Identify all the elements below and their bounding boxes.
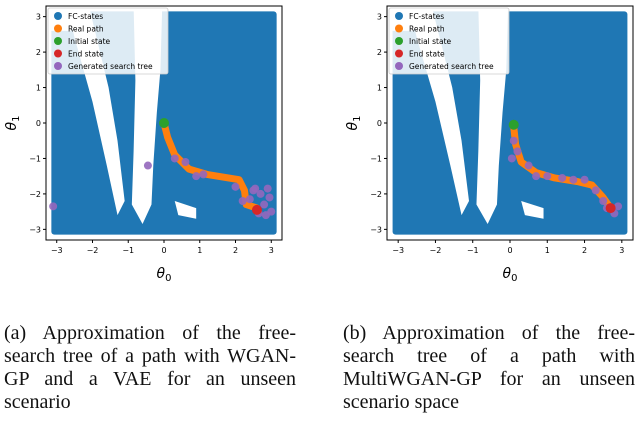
search-tree-point <box>524 161 533 170</box>
x-tick-label: 0 <box>161 246 166 255</box>
y-tick-label: −3 <box>370 225 382 234</box>
legend-marker <box>395 12 403 20</box>
legend-marker <box>54 49 62 58</box>
search-tree-point <box>260 200 269 209</box>
legend-marker <box>395 62 403 70</box>
x-tick-label: 0 <box>507 246 512 255</box>
y-tick-label: 3 <box>36 13 41 22</box>
initial-state-point <box>159 118 169 128</box>
chart-panel-b: −3 −2 −1 0 1 2 3 3 2 1 0 −1 −2 −3 θ0 θ1 FC-states Real pa… <box>345 5 634 284</box>
search-tree-point <box>170 154 179 163</box>
search-tree-point <box>231 182 240 191</box>
x-tick-label: 2 <box>233 246 238 255</box>
initial-state-point <box>508 119 519 130</box>
legend-label: Real path <box>68 25 104 34</box>
end-state-point <box>605 203 616 214</box>
legend-label: Generated search tree <box>409 62 494 71</box>
y-tick-label: 1 <box>377 84 382 93</box>
x-axis-label: θ0 <box>157 266 172 284</box>
caption-a: (a) Approximation of the free-search tre… <box>4 322 296 413</box>
search-tree-point <box>569 175 578 184</box>
y-axis-label: θ1 <box>4 116 22 131</box>
y-tick-label: −3 <box>29 225 41 234</box>
y-tick-label: 0 <box>377 119 382 128</box>
legend-label: Generated search tree <box>68 62 153 71</box>
search-tree-point <box>256 189 265 198</box>
chart-panel-a: −3 −2 −1 0 1 2 3 3 2 1 0 −1 −2 −3 θ0 θ1 FC-states Real pa… <box>4 5 283 284</box>
search-tree-point <box>558 173 567 182</box>
search-tree-point <box>265 193 274 202</box>
x-tick-label: −2 <box>430 246 442 255</box>
search-tree-point <box>532 172 541 181</box>
search-tree-point <box>543 172 552 181</box>
search-tree-point <box>245 195 254 204</box>
x-tick-label: 3 <box>269 246 274 255</box>
y-axis-label: θ1 <box>345 116 363 131</box>
legend-marker <box>395 37 403 45</box>
legend-label: End state <box>68 50 104 59</box>
search-tree-point <box>509 136 518 145</box>
search-tree-point <box>181 158 190 166</box>
y-tick-label: 2 <box>36 48 41 57</box>
legend-label: Initial state <box>68 37 111 46</box>
search-tree-point <box>251 184 260 193</box>
y-tick-label: −1 <box>29 154 41 163</box>
y-tick-label: 0 <box>36 119 41 128</box>
real-path-line <box>160 119 261 212</box>
x-tick-label: 1 <box>545 246 550 255</box>
legend-marker <box>395 49 403 58</box>
search-tree-point <box>599 197 608 205</box>
search-tree-point <box>591 186 600 195</box>
search-tree-point <box>143 161 152 170</box>
search-tree-point <box>192 172 201 181</box>
end-state-point <box>251 204 262 215</box>
x-tick-label: 1 <box>197 246 202 255</box>
x-tick-label: 2 <box>582 246 587 255</box>
y-tick-label: 2 <box>377 48 382 57</box>
legend-label: Initial state <box>409 37 452 46</box>
caption-b: (b) Approximation of the free-search tre… <box>343 322 635 413</box>
y-tick-label: −2 <box>29 190 41 199</box>
x-tick-label: −3 <box>51 246 63 255</box>
legend-label: FC-states <box>409 12 444 21</box>
y-tick-label: −1 <box>370 154 382 163</box>
x-tick-label: 3 <box>619 246 624 255</box>
search-tree-point <box>580 175 589 184</box>
fc-gap-notch <box>174 201 197 219</box>
x-tick-label: −1 <box>467 246 479 255</box>
search-tree-point <box>263 184 272 193</box>
search-tree-point <box>199 170 208 179</box>
search-tree-point <box>513 147 522 156</box>
legend-marker <box>54 37 62 45</box>
x-tick-label: −3 <box>392 246 404 255</box>
search-tree-point <box>238 197 247 205</box>
y-tick-label: 3 <box>377 13 382 22</box>
search-tree-point <box>261 211 270 220</box>
x-axis-label: θ0 <box>503 266 518 284</box>
search-tree-point <box>507 154 516 163</box>
search-tree-point <box>614 202 623 211</box>
legend-box <box>47 7 169 75</box>
y-tick-label: 1 <box>36 84 41 93</box>
x-tick-label: −1 <box>122 246 134 255</box>
legend-label: End state <box>409 50 445 59</box>
x-tick-label: −2 <box>87 246 99 255</box>
legend-marker <box>54 24 62 33</box>
legend-box <box>388 7 510 75</box>
y-tick-label: −2 <box>370 190 382 199</box>
legend-label: FC-states <box>68 12 103 21</box>
fc-gap-notch <box>521 201 544 219</box>
legend-marker <box>54 62 62 70</box>
legend-label: Real path <box>409 25 445 34</box>
legend-marker <box>54 12 62 20</box>
search-tree-point <box>49 202 58 211</box>
legend-marker <box>395 24 403 33</box>
